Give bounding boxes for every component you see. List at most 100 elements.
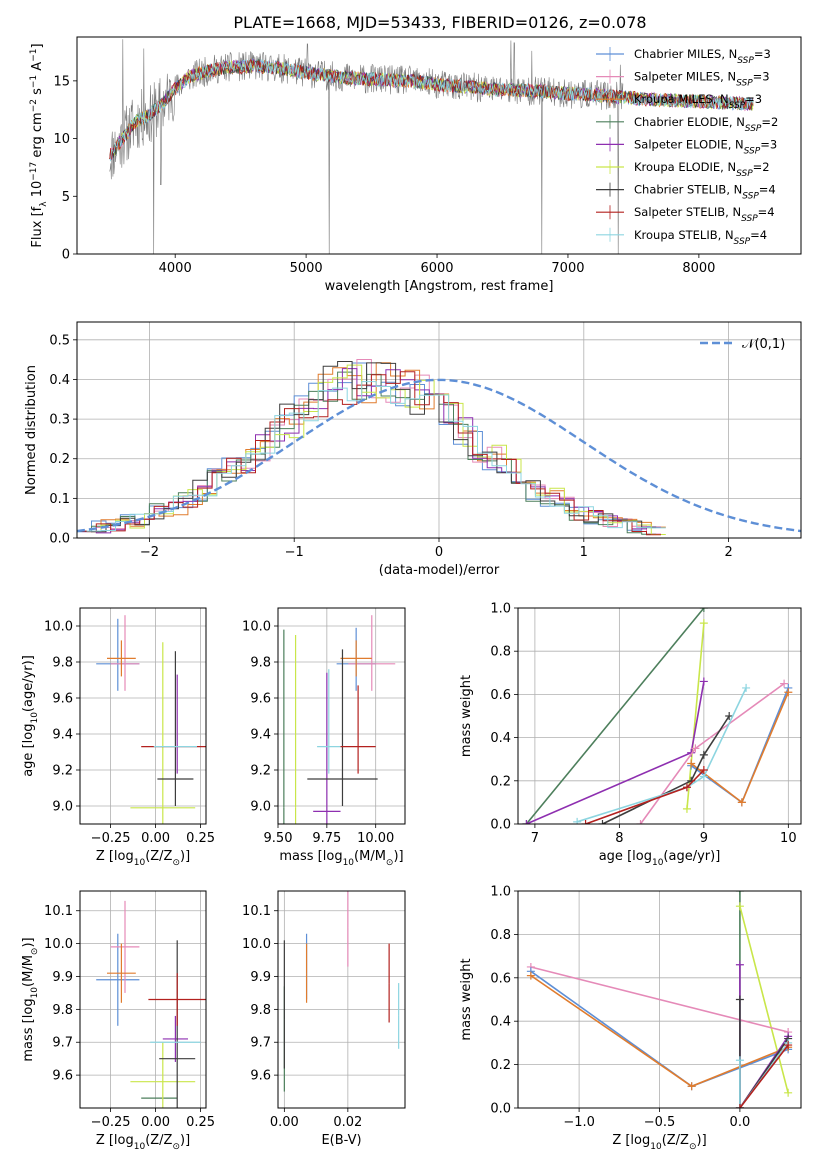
legend-label: Chabrier MILES, NSSP=3: [634, 47, 771, 66]
x-axis-label: mass [log10(M/M⊙)]: [279, 849, 403, 868]
y-tick-label: 5: [62, 190, 70, 205]
y-tick-label: 10.0: [242, 937, 271, 952]
x-tick-label: −1.0: [563, 1115, 595, 1130]
mass-weight-vs-metallicity-panel: −1.0 −0.5 0.0 0.0 0.2 0.4 0.6 0.8 1.0 Z [log10(Z/…: [459, 885, 802, 1152]
errorbar-point-kroupa-elodie: [130, 1042, 196, 1108]
observed-spectrum-line: [109, 39, 624, 254]
y-tick-label: 0.4: [490, 1015, 511, 1030]
y-tick-label: 0.2: [49, 452, 70, 467]
weight-marker: [636, 820, 645, 824]
weight-marker: [699, 677, 708, 686]
x-axis-label: wavelength [Angstrom, rest frame]: [325, 279, 554, 294]
weight-marker: [735, 1104, 744, 1108]
legend-label: Kroupa STELIB, NSSP=4: [634, 228, 767, 247]
y-tick-label: 0.0: [49, 532, 70, 547]
normal-distribution-curve: [77, 378, 801, 533]
age-vs-metallicity-panel: −0.25 0.00 0.25 9.0 9.2 9.4 9.6 9.8 10.0 Z [log10…: [21, 607, 215, 868]
y-tick-label: 15: [53, 74, 70, 89]
weight-marker: [598, 820, 607, 824]
plot-area: [522, 608, 793, 824]
y-tick-label: 9.6: [250, 1069, 271, 1084]
y-tick-label: 9.0: [250, 800, 271, 815]
x-tick-label: −2: [140, 545, 159, 560]
errorbar-point-salpeter-miles: [348, 615, 396, 691]
axes-frame: [79, 607, 207, 825]
histogram-chabrier-stelib: [77, 361, 657, 533]
y-tick-label: 0.5: [49, 333, 70, 348]
weight-marker: [780, 679, 789, 688]
figure-title: PLATE=1668, MJD=53433, FIBERID=0126, z=0…: [233, 13, 646, 32]
histogram-kroupa-stelib: [86, 381, 666, 532]
y-tick-label: 9.6: [52, 692, 73, 707]
weight-marker: [737, 798, 746, 807]
legend-label: Chabrier ELODIE, NSSP=2: [634, 115, 778, 134]
errorbar-point-salpeter-elodie: [313, 672, 341, 824]
weight-marker: [742, 683, 751, 692]
legend-label: Salpeter MILES, NSSP=3: [634, 70, 770, 89]
errorbar-point-salpeter-elodie: [162, 1015, 188, 1062]
y-axis-label: mass [log10(M/M⊙)]: [21, 937, 40, 1061]
legend-label: Salpeter STELIB, NSSP=4: [634, 205, 775, 224]
y-tick-label: 0.2: [490, 1058, 511, 1073]
weight-marker: [699, 750, 708, 759]
plot-area: [526, 891, 793, 1108]
x-tick-label: 1: [580, 545, 588, 560]
weight-marker: [526, 971, 535, 980]
y-tick-label: 1.0: [490, 602, 511, 617]
weight-marker: [784, 1041, 793, 1050]
x-tick-label: 0: [435, 545, 443, 560]
weight-line-kroupa-stelib: [739, 1042, 789, 1108]
weight-line-kroupa-elodie: [686, 623, 705, 809]
mass-vs-ebv-panel: 0.00 0.02 9.6 9.7 9.8 9.9 10.0 10.1 E(B-V): [242, 890, 406, 1148]
errorbar-point-salpeter-miles: [110, 900, 140, 993]
x-axis-label: Z [log10(Z/Z⊙)]: [96, 1133, 190, 1152]
y-tick-label: 10.0: [44, 937, 73, 952]
weight-line-chabrier-stelib: [739, 999, 789, 1108]
x-tick-label: 2: [724, 545, 732, 560]
y-tick-label: 9.4: [52, 728, 73, 743]
x-tick-label: 9: [700, 831, 708, 846]
legend-label: 𝒩(0,1): [742, 337, 785, 352]
plot-area: [96, 615, 206, 824]
axes-frame: [277, 607, 406, 825]
weight-marker: [735, 960, 744, 969]
weight-line-salpeter-elodie: [739, 964, 789, 1108]
y-tick-label: 0.4: [49, 373, 70, 388]
x-tick-label: 7000: [551, 261, 584, 276]
errorbar-point-chabrier-stelib: [307, 649, 378, 806]
x-tick-label: 8: [615, 831, 623, 846]
x-tick-label: −1: [285, 545, 304, 560]
weight-marker: [687, 1082, 696, 1091]
errorbar-point-kroupa-miles: [107, 943, 136, 1003]
plot-area: [283, 891, 400, 1092]
axes-frame: [517, 607, 802, 825]
age-vs-mass-panel: 9.50 9.75 10.00 9.0 9.2 9.4 9.6 9.8 10.0 mass [lo…: [242, 607, 406, 868]
y-tick-label: 9.2: [52, 764, 73, 779]
weight-line-chabrier-miles: [690, 687, 790, 804]
plot-area: [109, 39, 754, 254]
plot-area: [77, 359, 801, 536]
weight-line-salpeter-stelib: [739, 1044, 789, 1108]
weight-marker: [784, 688, 793, 697]
errorbar-point-kroupa-stelib: [317, 669, 341, 774]
y-tick-label: 0.6: [490, 971, 511, 986]
y-tick-label: 9.8: [52, 656, 73, 671]
y-tick-label: 0.0: [490, 1102, 511, 1117]
y-tick-label: 0.3: [49, 413, 70, 428]
x-tick-label: −0.5: [644, 1115, 676, 1130]
y-tick-label: 0.4: [490, 731, 511, 746]
x-tick-label: 4000: [159, 261, 192, 276]
axes-frame: [277, 890, 406, 1109]
x-tick-label: 0.02: [333, 1115, 362, 1130]
weight-line-salpeter-elodie: [526, 681, 705, 824]
x-tick-label: 6000: [420, 261, 453, 276]
x-axis-label: Z [log10(Z/Z⊙)]: [96, 849, 190, 868]
errorbar-point-salpeter-stelib: [340, 685, 376, 774]
y-tick-label: 9.6: [250, 692, 271, 707]
x-tick-label: 0.25: [186, 831, 215, 846]
x-tick-label: 7: [531, 831, 539, 846]
x-tick-label: 0.00: [270, 1115, 299, 1130]
errorbar-point-chabrier-miles: [96, 933, 140, 1026]
weight-marker: [687, 759, 696, 768]
